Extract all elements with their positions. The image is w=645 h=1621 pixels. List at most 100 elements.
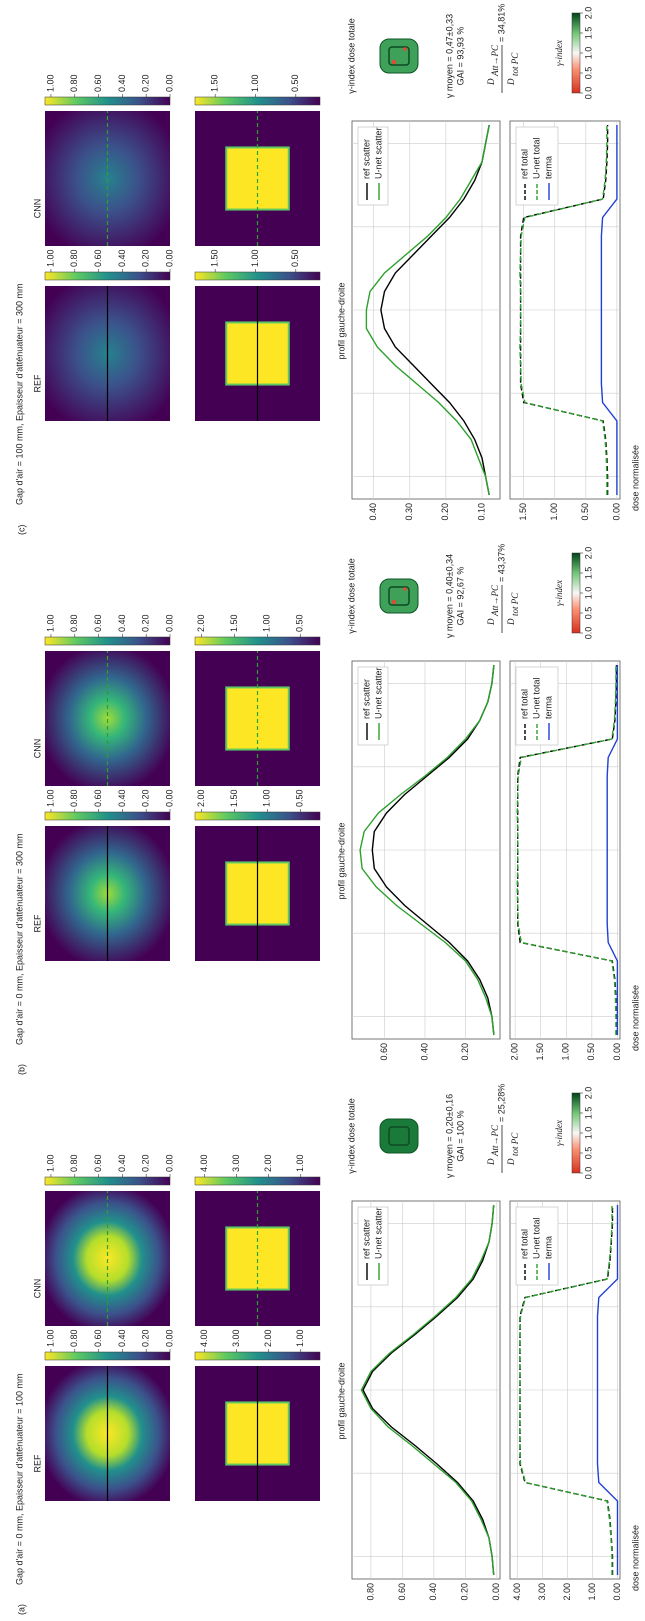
- formula-numerator: D: [486, 78, 496, 86]
- legend-label: ref scatter: [361, 1219, 371, 1259]
- colorbar-tick-label: 0.60: [93, 1329, 103, 1347]
- y-tick-label: 1.00: [587, 1583, 597, 1601]
- gamma-hotspot: [391, 59, 397, 65]
- gamma-title: γ-index dose totale: [346, 558, 356, 634]
- colorbar-tick-label: 1.00: [45, 74, 55, 92]
- gamma-colorbar-tick-label: 0.0: [583, 87, 593, 100]
- gamma-mean: γ moyen = 0,47±0,33: [444, 14, 454, 98]
- gamma-colorbar-tick-label: 0.5: [583, 1147, 593, 1160]
- panel-label: (a): [16, 1604, 26, 1615]
- gamma-map: [379, 1118, 419, 1154]
- series-line: [380, 124, 490, 496]
- colorbar-tick-label: 1.00: [262, 789, 272, 807]
- legend-label: U-net total: [531, 677, 541, 719]
- y-axis-label: dose normalisée: [630, 985, 640, 1051]
- colorbar-tick-label: 1.00: [45, 614, 55, 632]
- colorbar-tick-label: 0.50: [295, 614, 305, 632]
- formula-denominator: D: [506, 1158, 516, 1166]
- colorbar-tick-label: 0.80: [69, 1329, 79, 1347]
- series-line: [519, 1205, 613, 1575]
- gamma-mean: γ moyen = 0,40±0,34: [444, 554, 454, 638]
- gamma-colorbar-tick-label: 1.0: [583, 587, 593, 600]
- gamma-gai: GAI = 100 %: [455, 1110, 465, 1161]
- gamma-title: γ-index dose totale: [346, 1098, 356, 1174]
- gamma-mean: γ moyen = 0,20±0,16: [444, 1094, 454, 1178]
- colorbar-tick-label: 1.00: [295, 1154, 305, 1172]
- y-tick-label: 0.50: [580, 503, 590, 521]
- gamma-colorbar-label: γ-index: [554, 580, 564, 606]
- colorbar: [44, 271, 171, 281]
- y-axis-label: dose normalisée: [630, 1525, 640, 1591]
- colorbar-tick-label: 0.40: [117, 614, 127, 632]
- colorbar-tick-label: 0.00: [164, 789, 174, 807]
- legend-box: [515, 1206, 559, 1286]
- gamma-colorbar-tick-label: 0.5: [583, 607, 593, 620]
- colorbar-tick-label: 0.80: [69, 1154, 79, 1172]
- colorbar-tick-label: 0.40: [117, 1154, 127, 1172]
- y-tick-label: 2.00: [509, 1043, 519, 1061]
- colorbar-tick-label: 1.00: [250, 74, 260, 92]
- colorbar-tick-label: 0.80: [69, 74, 79, 92]
- panel-label: (c): [16, 525, 26, 536]
- gamma-hotspot: [391, 599, 397, 605]
- formula-denominator-sub: tot PC: [510, 52, 520, 76]
- colorbar: [194, 1351, 321, 1361]
- formula-denominator-sub: tot PC: [510, 592, 520, 616]
- heatmap-label: CNN: [32, 739, 42, 759]
- colorbar-tick-label: 1.50: [229, 614, 239, 632]
- colorbar-tick-label: 0.60: [93, 1154, 103, 1172]
- legend-box: [515, 126, 559, 206]
- formula-numerator-sub: Att→PC: [490, 44, 500, 77]
- legend-label: ref scatter: [361, 679, 371, 719]
- colorbar-tick-label: 0.60: [93, 74, 103, 92]
- gamma-colorbar-label: γ-index: [554, 1120, 564, 1146]
- y-tick-label: 0.00: [491, 1583, 501, 1601]
- y-tick-label: 1.50: [518, 503, 528, 521]
- gamma-colorbar-tick-label: 0.5: [583, 67, 593, 80]
- colorbar-tick-label: 0.50: [295, 789, 305, 807]
- formula-denominator: D: [506, 78, 516, 86]
- legend-label: ref total: [519, 149, 529, 179]
- colorbar-tick-label: 1.00: [295, 1329, 305, 1347]
- colorbar-tick-label: 0.00: [164, 614, 174, 632]
- y-tick-label: 0.80: [365, 1583, 375, 1601]
- colorbar: [44, 96, 171, 106]
- y-tick-label: 0.20: [460, 1583, 470, 1601]
- gamma-colorbar-tick-label: 1.5: [583, 27, 593, 40]
- formula-denominator-sub: tot PC: [510, 1132, 520, 1156]
- colorbar-tick-label: 1.00: [45, 1154, 55, 1172]
- colorbar-tick-label: 0.00: [164, 1154, 174, 1172]
- colorbar-tick-label: 1.50: [210, 249, 220, 267]
- legend-label: U-net scatter: [373, 667, 383, 719]
- legend-box: [357, 666, 389, 746]
- colorbar-tick-label: 0.50: [290, 249, 300, 267]
- panel-title: Gap d'air = 0 mm, Epaisseur d'atténuateu…: [14, 1373, 24, 1585]
- colorbar-tick-label: 0.00: [164, 1329, 174, 1347]
- y-tick-label: 0.00: [612, 1583, 622, 1601]
- colorbar-tick-label: 0.20: [141, 614, 151, 632]
- y-tick-label: 0.40: [368, 503, 378, 521]
- legend-label: terma: [543, 156, 553, 179]
- gamma-colorbar-tick-label: 1.0: [583, 47, 593, 60]
- gamma-map-detail: [388, 46, 410, 66]
- colorbar-tick-label: 4.00: [199, 1154, 209, 1172]
- y-tick-label: 0.00: [612, 1043, 622, 1061]
- landscape-figure: (a) Gap d'air = 0 mm, Epaisseur d'atténua…: [14, 4, 640, 1615]
- gamma-gai: GAI = 92,67 %: [455, 567, 465, 626]
- heatmap-label: CNN: [32, 199, 42, 219]
- colorbar-tick-label: 0.50: [290, 74, 300, 92]
- formula-value: = 25,28%: [496, 1084, 506, 1122]
- series-line: [600, 125, 618, 495]
- formula-denominator: D: [506, 618, 516, 626]
- legend-box: [357, 126, 389, 206]
- formula-numerator: D: [486, 618, 496, 626]
- colorbar-tick-label: 0.20: [141, 74, 151, 92]
- legend-label: ref total: [519, 1229, 529, 1259]
- heatmap-label: REF: [32, 914, 42, 933]
- formula-numerator: D: [486, 1158, 496, 1166]
- y-tick-label: 2.00: [562, 1583, 572, 1601]
- heatmap-label: REF: [32, 374, 42, 393]
- y-tick-label: 3.00: [537, 1583, 547, 1601]
- legend-label: U-net scatter: [373, 1207, 383, 1259]
